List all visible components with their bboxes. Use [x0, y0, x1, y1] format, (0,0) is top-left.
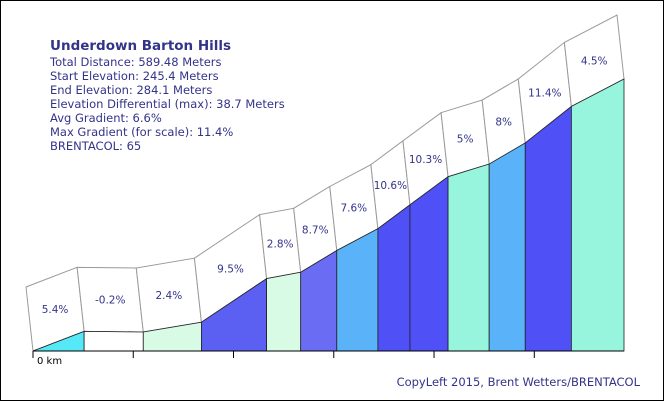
- gradient-label: 9.5%: [217, 263, 244, 275]
- segment-front-face: [447, 163, 490, 352]
- gradient-label: 5%: [457, 133, 474, 145]
- gradient-label: 2.8%: [267, 238, 294, 250]
- stat-total-distance: Total Distance: 589.48 Meters: [50, 55, 222, 69]
- gradient-label: 8.7%: [302, 224, 329, 236]
- gradient-label: 10.6%: [374, 180, 407, 192]
- stat-end-elevation: End Elevation: 284.1 Meters: [50, 83, 213, 97]
- route-info: Underdown Barton Hills Total Distance: 5…: [50, 38, 285, 153]
- segment-front-face: [377, 204, 411, 352]
- chart-title: Underdown Barton Hills: [50, 38, 232, 54]
- segment-front-face: [266, 271, 302, 352]
- gradient-label: 10.3%: [409, 154, 442, 166]
- stat-avg-gradient: Avg Gradient: 6.6%: [50, 111, 162, 125]
- gradient-label: 11.4%: [528, 88, 561, 100]
- gradient-label: 7.6%: [340, 203, 367, 215]
- stat-brentacol: BRENTACOL: 65: [50, 139, 142, 153]
- gradient-label: 4.5%: [581, 56, 608, 68]
- segment-front-face: [409, 175, 449, 352]
- gradient-label: 2.4%: [156, 290, 183, 302]
- segment-front-face: [83, 330, 144, 352]
- gradient-label: 5.4%: [42, 304, 69, 316]
- segment-front-face: [336, 228, 379, 352]
- gradient-label: 8%: [495, 117, 512, 129]
- copyleft-notice: CopyLeft 2015, Brent Wetters/BRENTACOL: [396, 375, 640, 389]
- stat-elevation-differential: Elevation Differential (max): 38.7 Meter…: [50, 97, 285, 111]
- x-axis-tick-label: 0 km: [37, 356, 62, 367]
- segment-front-face: [524, 105, 572, 352]
- segment-front-face: [488, 142, 526, 352]
- gradient-label: -0.2%: [95, 295, 125, 307]
- stat-start-elevation: Start Elevation: 245.4 Meters: [50, 69, 219, 83]
- segment-front-face: [570, 78, 625, 352]
- stat-max-gradient: Max Gradient (for scale): 11.4%: [50, 125, 234, 139]
